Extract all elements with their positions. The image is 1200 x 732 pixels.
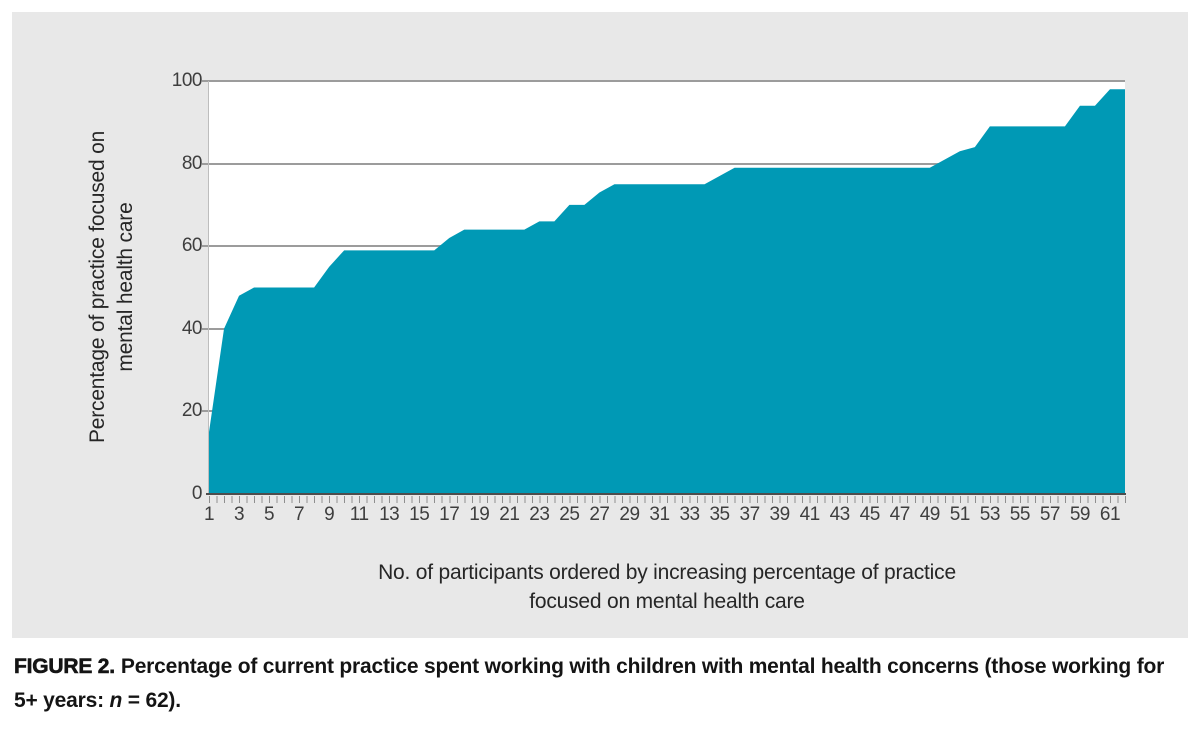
- x-tick-label-5: 5: [264, 504, 275, 525]
- y-axis-tick-labels: 0 20 40 60 80 100: [152, 12, 203, 512]
- x-tick-label-55: 55: [1009, 504, 1031, 525]
- x-tick-label-7: 7: [294, 504, 305, 525]
- gridline-100: [202, 80, 1125, 82]
- figure-caption: FIGURE 2. Percentage of current practice …: [14, 650, 1186, 718]
- x-tick-label-61: 61: [1099, 504, 1121, 525]
- figure-caption-text-2: = 62).: [122, 689, 181, 712]
- x-tick-label-39: 39: [769, 504, 791, 525]
- x-tick-label-57: 57: [1039, 504, 1061, 525]
- x-axis-ticks: [209, 496, 1127, 503]
- x-tick-label-29: 29: [619, 504, 640, 525]
- x-tick-label-31: 31: [649, 504, 670, 525]
- x-tick-label-43: 43: [829, 504, 851, 525]
- x-tick-label-11: 11: [349, 504, 369, 525]
- x-axis-title-line-1: No. of participants ordered by increasin…: [378, 561, 956, 584]
- y-tick-label-0: 0: [191, 483, 203, 504]
- figure-caption-text-1: Percentage of current practice spent wor…: [14, 655, 1165, 712]
- x-tick-label-27: 27: [589, 504, 610, 525]
- x-axis-title-line-2: focused on mental health care: [529, 590, 805, 613]
- chart-panel: 0 20 40 60 80 100 1 3 5 7 9 11 13 15 17 19 21 23 25 27 29 31…: [12, 12, 1188, 638]
- x-tick-label-15: 15: [409, 504, 430, 525]
- y-axis-line: [208, 81, 209, 494]
- x-tick-label-21: 21: [499, 504, 520, 525]
- y-tick-label-20: 20: [181, 400, 203, 422]
- x-axis-tick-labels: 1 3 5 7 9 11 13 15 17 19 21 23 25 27 29 31 33 35 37 39 41 43 4…: [204, 504, 1125, 526]
- y-axis-title-line-2: mental health care: [114, 202, 137, 372]
- x-tick-label-45: 45: [859, 504, 881, 525]
- x-tick-label-23: 23: [529, 504, 550, 525]
- x-tick-label-19: 19: [469, 504, 490, 525]
- area-chart: [209, 89, 1125, 494]
- x-tick-label-49: 49: [919, 504, 941, 525]
- y-tick-label-100: 100: [171, 70, 203, 91]
- x-axis-line: [206, 493, 1126, 495]
- x-tick-label-13: 13: [379, 504, 400, 525]
- x-tick-label-41: 41: [799, 504, 821, 525]
- x-tick-label-47: 47: [889, 504, 911, 525]
- x-tick-label-25: 25: [559, 504, 580, 525]
- x-tick-label-9: 9: [324, 504, 335, 525]
- figure-caption-n-symbol: n: [109, 689, 123, 712]
- y-axis-title: Percentage of practice focused on mental…: [84, 131, 140, 443]
- x-axis-title: No. of participants ordered by increasin…: [209, 558, 1125, 616]
- y-tick-label-80: 80: [181, 152, 203, 174]
- x-tick-label-33: 33: [679, 504, 700, 525]
- x-tick-label-51: 51: [949, 504, 971, 525]
- y-tick-label-40: 40: [181, 317, 203, 339]
- x-tick-label-53: 53: [979, 504, 1001, 525]
- y-axis-title-line-1: Percentage of practice focused on: [86, 130, 109, 444]
- x-tick-label-17: 17: [439, 504, 460, 525]
- x-tick-label-37: 37: [739, 504, 761, 525]
- figure-caption-label: FIGURE 2.: [14, 655, 116, 679]
- x-tick-label-3: 3: [233, 504, 245, 525]
- gridline-80: [202, 162, 1125, 165]
- x-tick-label-35: 35: [709, 504, 730, 525]
- x-tick-label-1: 1: [203, 504, 215, 525]
- y-tick-label-60: 60: [181, 235, 203, 257]
- area-series: [209, 89, 1125, 494]
- x-tick-label-59: 59: [1069, 504, 1091, 525]
